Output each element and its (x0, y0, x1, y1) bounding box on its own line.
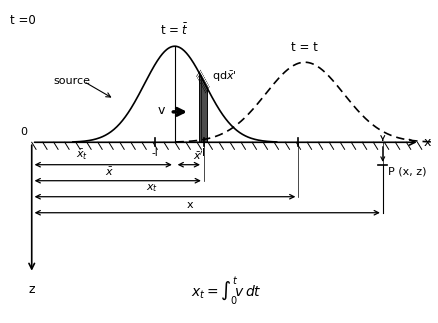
Text: x: x (187, 200, 193, 210)
Text: P (x, z): P (x, z) (388, 166, 427, 176)
Text: t = t: t = t (291, 41, 318, 54)
Text: $\bar{x}_t$: $\bar{x}_t$ (76, 148, 88, 162)
Text: $x_t = \int_0^t\!v\,dt$: $x_t = \int_0^t\!v\,dt$ (191, 275, 262, 307)
Text: qd$\bar{x}$': qd$\bar{x}$' (212, 70, 236, 84)
Text: $\bar{x}'$: $\bar{x}'$ (193, 149, 204, 162)
Text: l: l (202, 148, 205, 158)
Text: z: z (28, 283, 35, 296)
Text: $\bar{x}$: $\bar{x}$ (105, 166, 113, 178)
Text: source: source (53, 77, 90, 87)
Text: $x_t$: $x_t$ (145, 182, 158, 194)
Text: t = $\bar{t}$: t = $\bar{t}$ (160, 23, 189, 38)
Text: t =0: t =0 (10, 14, 36, 27)
Text: x: x (424, 136, 431, 149)
Text: v: v (157, 104, 165, 117)
Text: 0: 0 (21, 128, 28, 138)
Text: -l: -l (152, 148, 159, 158)
